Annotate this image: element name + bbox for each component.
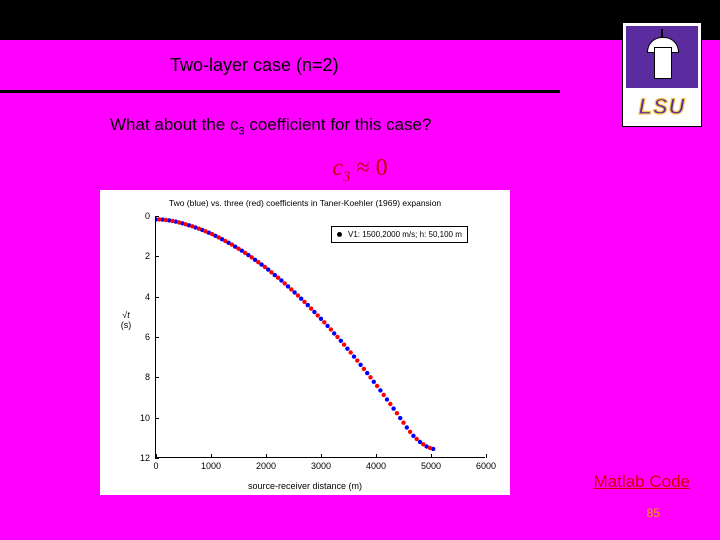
chart-panel: Two (blue) vs. three (red) coefficients … [100, 190, 510, 495]
chart-series-svg [156, 216, 486, 458]
lsu-logo: LSU [622, 22, 702, 127]
x-tick-label: 0 [153, 457, 158, 471]
chart-title: Two (blue) vs. three (red) coefficients … [100, 198, 510, 208]
matlab-code-link[interactable]: Matlab Code [594, 472, 690, 492]
question-prefix: What about the c [110, 115, 239, 134]
equation-lhs: c [332, 155, 343, 181]
slide-question: What about the c3 coefficient for this c… [110, 115, 431, 137]
heading-rule [0, 90, 560, 93]
equation-rel: ≈ [350, 155, 375, 181]
x-tick-label: 4000 [366, 457, 386, 471]
page-number: 85 [647, 506, 660, 520]
x-tick-label: 2000 [256, 457, 276, 471]
chart-x-label: source-receiver distance (m) [100, 481, 510, 491]
slide-root: Two-layer case (n=2) What about the c3 c… [0, 0, 720, 540]
top-black-bar [0, 0, 720, 40]
chart-y-label: √t (s) [106, 310, 146, 330]
x-tick-label: 5000 [421, 457, 441, 471]
chart-legend: V1: 1500,2000 m/s; h: 50,100 m [331, 226, 468, 243]
x-tick-label: 3000 [311, 457, 331, 471]
question-suffix: coefficient for this case? [245, 115, 432, 134]
ylabel-a: √t [122, 310, 129, 320]
x-tick-label: 1000 [201, 457, 221, 471]
logo-text: LSU [623, 94, 701, 120]
logo-dome-icon [637, 29, 687, 79]
y-tick-label: 10 [140, 413, 156, 423]
chart-plot-area: V1: 1500,2000 m/s; h: 50,100 m 024681012… [155, 216, 485, 458]
legend-marker-icon [337, 232, 342, 237]
legend-text: V1: 1500,2000 m/s; h: 50,100 m [348, 230, 462, 239]
x-tick-label: 6000 [476, 457, 496, 471]
ylabel-b: (s) [121, 320, 132, 330]
slide-heading: Two-layer case (n=2) [170, 55, 339, 76]
equation: c3 ≈ 0 [0, 155, 720, 186]
equation-rhs: 0 [376, 155, 388, 181]
